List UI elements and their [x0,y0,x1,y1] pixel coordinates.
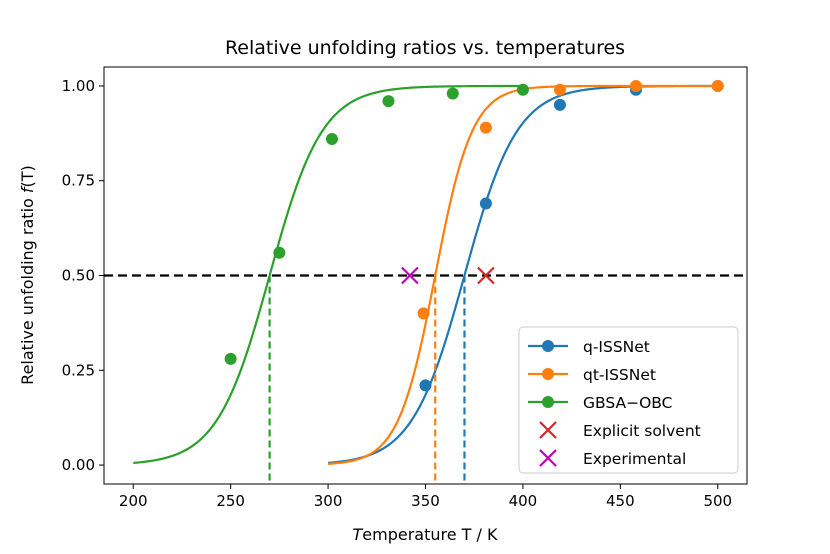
data-point [553,83,566,96]
y-axis-label-var: f [18,185,37,193]
y-axis-label-suffix: (T) [18,165,37,187]
y-tick-label: 0.75 [62,172,95,190]
x-tick-label: 250 [216,492,245,510]
y-axis-label: Relative unfolding ratio f(T) [18,165,37,385]
x-axis-label-suffix: emperature T / K [362,525,498,544]
x-tick-label: 350 [411,492,440,510]
legend-label: q-ISSNet [583,338,650,356]
data-point [224,352,237,365]
x-marker-stroke [539,449,557,467]
x-marker-stroke [477,266,495,285]
data-point [479,121,492,134]
data-point [417,307,430,320]
data-point [419,379,432,392]
legend-label: qt-ISSNet [583,366,656,384]
y-tick-label: 0.00 [62,456,95,474]
y-tick-label: 0.50 [62,267,95,285]
data-point [711,79,724,92]
legend-label: Experimental [583,450,686,468]
legend-dot [542,396,554,408]
legend-label: Explicit solvent [583,422,701,440]
chart-title: Relative unfolding ratios vs. temperatur… [225,37,625,59]
x-tick-label: 450 [606,492,635,510]
plot-area [103,66,748,485]
x-axis-label-var: T [353,525,364,544]
legend: q-ISSNet qt-ISSNet GBSA−OBC Explicit solven… [518,326,739,474]
y-tick-label: 0.25 [62,361,95,379]
legend-box [518,326,739,474]
legend-dot [542,340,554,352]
data-point [479,197,492,210]
data-point [446,87,459,100]
legend-x-marker [539,421,557,439]
y-axis: 0.00 0.25 0.50 0.75 1.00 [62,77,104,474]
data-point [382,95,395,108]
y-tick-label: 1.00 [62,77,95,95]
x-marker [477,266,495,285]
fit-line [133,84,523,465]
data-point [273,246,286,259]
x-marker [401,266,419,285]
y-axis-label-prefix: Relative unfolding ratio [18,193,37,385]
x-marker-stroke [539,421,557,439]
data-point [516,83,529,96]
x-tick-label: 200 [119,492,148,510]
data-point [325,133,338,146]
x-tick-label: 500 [703,492,732,510]
data-point [553,98,566,111]
legend-dot [542,368,554,380]
x-tick-label: 300 [314,492,343,510]
x-marker-stroke [401,266,419,285]
data-point [629,79,642,92]
x-axis-label: Temperature T / K [353,525,499,544]
x-tick-label: 400 [509,492,538,510]
legend-label: GBSA−OBC [583,394,672,412]
x-axis: 200 250 300 350 400 450 500 [119,484,732,510]
legend-x-marker [539,449,557,467]
